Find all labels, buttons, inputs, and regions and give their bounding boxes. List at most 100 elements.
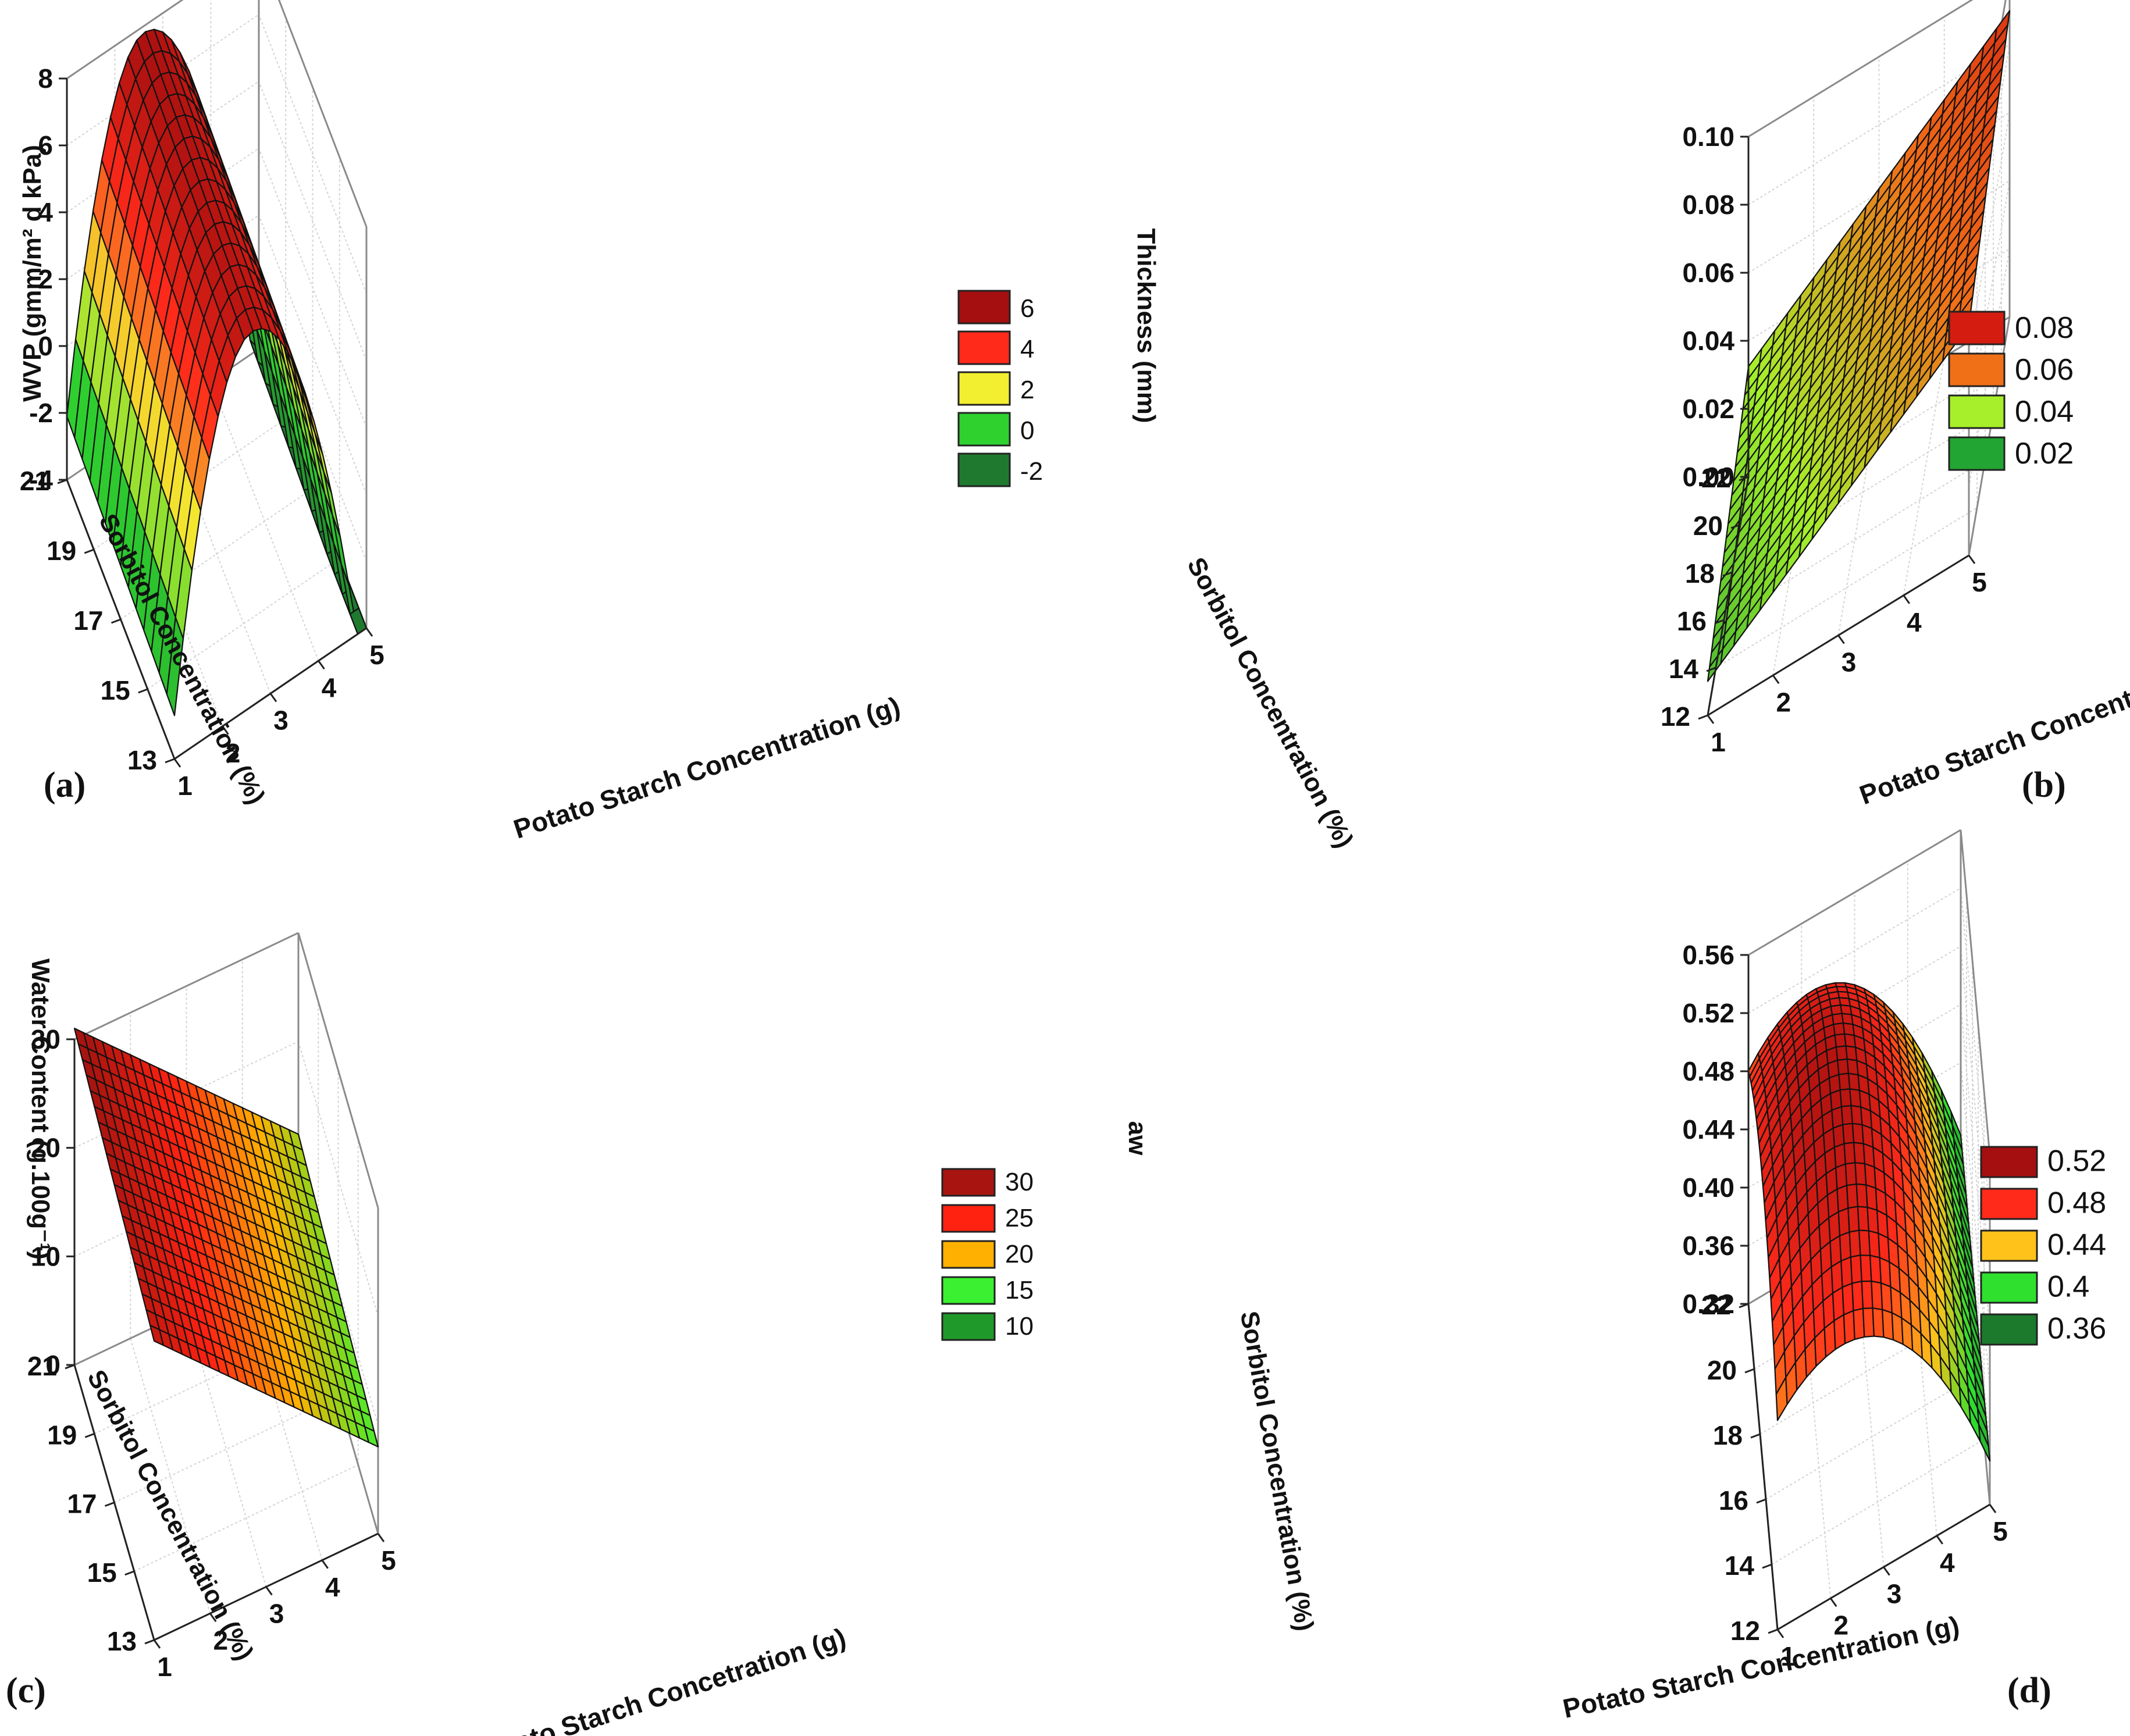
chart-c-legend: 30 25 20 15 10 <box>941 1168 1034 1341</box>
chart-c-x-axis: 1 2 3 4 5 Potato Starch Concetration (g) <box>153 1532 849 1736</box>
chart-b-y-tick-mark <box>1698 714 1708 720</box>
chart-a-y-tick-label: 17 <box>73 605 103 636</box>
chart-c-y-tick-label: 17 <box>67 1489 97 1519</box>
chart-c-legend-swatch <box>941 1240 996 1269</box>
chart-c-y-tick-label: 13 <box>107 1626 137 1656</box>
chart-d-x-tick-mark <box>1830 1598 1837 1607</box>
chart-a-legend-label: 0 <box>1020 416 1034 445</box>
chart-b-z-axis: 0.00 0.02 0.04 0.06 0.08 0.10 Thickness (mm) <box>1132 122 1750 492</box>
chart-b-y-tick-mark <box>1730 523 1741 529</box>
chart-a-legend-swatch <box>957 371 1011 406</box>
chart-d-z-tick-label: 0.48 <box>1682 1056 1734 1086</box>
chart-d-legend-label: 0.36 <box>2047 1312 2106 1346</box>
chart-d-legend-swatch <box>1980 1271 2038 1304</box>
chart-b-z-tick-label: 0.08 <box>1682 190 1734 220</box>
chart-d-x-tick-mark <box>1936 1535 1943 1545</box>
chart-d-svg: 0.320.360.400.440.480.520.56aw12345Potat… <box>1123 829 2106 1724</box>
chart-d-y-tick-mark <box>1756 1498 1766 1504</box>
chart-b-y-tick-label: 18 <box>1685 558 1715 589</box>
chart-d-z-tick-label: 0.44 <box>1682 1114 1734 1145</box>
chart-a-y-tick-label: 13 <box>127 745 157 775</box>
chart-d-y-tick-mark <box>1762 1563 1772 1569</box>
chart-b-x-tick-label: 2 <box>1776 687 1791 717</box>
chart-c-legend-label: 15 <box>1005 1276 1034 1304</box>
chart-d-y-tick-label: 16 <box>1719 1485 1748 1516</box>
chart-b-y-tick-label: 16 <box>1677 606 1707 636</box>
chart-a-x-axis-title: Potato Starch Concentration (g) <box>510 691 903 844</box>
chart-a-z-tick-label: 8 <box>38 63 53 94</box>
chart-c-surface <box>73 1028 379 1448</box>
chart-a-y-tick-mark <box>57 479 67 484</box>
chart-d-surface <box>1747 982 1991 1462</box>
chart-b-legend-label: 0.02 <box>2015 437 2074 470</box>
chart-c-z-tick-label: 0 <box>45 1350 60 1380</box>
chart-c-y-tick-mark <box>104 1502 115 1507</box>
chart-b-x-tick-label: 1 <box>1711 727 1726 757</box>
chart-c-legend-label: 20 <box>1005 1240 1034 1268</box>
chart-a-x-tick-mark <box>269 693 277 703</box>
chart-d-x-tick-label: 5 <box>1993 1516 2008 1546</box>
chart-b-y-axis: 12 14 16 18 20 22 Sorbitol Concentration (%) <box>1181 463 1750 853</box>
chart-b-y-tick-label: 12 <box>1661 701 1690 732</box>
chart-a-svg: -4 -2 0 2 4 6 8 WVP (gmm/m² d kPa) 1 2 3 4 5 Potato S… <box>18 0 1043 844</box>
chart-panel-c: 0 10 20 30 Water Content (g.100g⁻¹) 1 2 3 4 5 Pota… <box>0 868 1065 1736</box>
chart-d-x-axis-title: Potato Starch Concentration (g) <box>1560 1610 1962 1724</box>
chart-a-legend-label: 4 <box>1020 335 1034 363</box>
chart-c-legend-label: 10 <box>1005 1312 1034 1341</box>
chart-b-y-tick-mark <box>1722 571 1733 577</box>
chart-d-z-tick-label: 0.40 <box>1682 1172 1734 1203</box>
chart-c-z-tick-label: 20 <box>31 1133 60 1163</box>
chart-a-x-tick-label: 4 <box>322 672 337 703</box>
chart-a-y-tick-mark <box>165 758 175 764</box>
chart-a-z-tick-label: 0 <box>38 331 53 361</box>
chart-a-z-axis-title: WVP (gmm/m² d kPa) <box>18 145 47 402</box>
chart-a-y-tick-label: 19 <box>47 536 76 566</box>
chart-d-y-tick-label: 22 <box>1701 1290 1731 1320</box>
chart-b-legend-swatch <box>1948 311 2006 345</box>
chart-c-x-tick-label: 3 <box>269 1599 284 1629</box>
chart-b-y-tick-mark <box>1714 619 1725 625</box>
chart-a-x-tick-label: 5 <box>369 640 384 670</box>
chart-b-legend-label: 0.08 <box>2015 311 2074 345</box>
chart-d-legend-label: 0.52 <box>2047 1145 2106 1178</box>
chart-b-y-tick-mark <box>1739 476 1749 482</box>
chart-c-x-tick-mark <box>377 1533 385 1542</box>
chart-c-y-axis-title: Sorbitol Concentration (%) <box>81 1366 259 1665</box>
chart-c-x-tick-label: 5 <box>381 1545 396 1575</box>
chart-d-legend: 0.52 0.48 0.44 0.4 0.36 <box>1980 1145 2106 1346</box>
chart-d-y-tick-label: 20 <box>1707 1355 1737 1385</box>
chart-b-legend-swatch <box>1948 394 2006 429</box>
chart-panel-b: 0.00 0.02 0.04 0.06 0.08 0.10 Thickness (mm) 1 2… <box>1065 0 2130 868</box>
chart-a-z-tick-label: 2 <box>38 264 53 294</box>
chart-b-z-tick-label: 0.06 <box>1682 258 1734 288</box>
chart-b-z-axis-title: Thickness (mm) <box>1132 229 1160 423</box>
chart-b-x-tick-mark <box>1772 675 1780 685</box>
chart-b-z-tick-label: 0.10 <box>1682 122 1734 152</box>
chart-a-legend-swatch <box>957 290 1011 325</box>
panel-label-b: (b) <box>2022 765 2066 805</box>
chart-a-x-tick-label: 2 <box>226 738 241 768</box>
chart-b-legend-swatch <box>1948 436 2006 471</box>
chart-b-x-tick-mark <box>1903 594 1910 604</box>
chart-d-y-tick-label: 14 <box>1725 1550 1755 1581</box>
chart-b-legend-swatch <box>1948 352 2006 387</box>
chart-b-surface <box>1707 10 2011 682</box>
panel-label-a: (a) <box>44 765 86 805</box>
chart-a-surface <box>66 28 368 716</box>
chart-a-legend: 6 4 2 0 -2 <box>957 290 1043 487</box>
chart-a-z-tick-label: 4 <box>38 197 53 227</box>
chart-d-y-tick-mark <box>1744 1368 1755 1374</box>
chart-a-x-tick-mark <box>173 758 181 768</box>
chart-d-z-axis-title: aw <box>1123 1121 1152 1156</box>
chart-d-surface-cell <box>1978 1424 1991 1462</box>
chart-c-z-tick-label: 10 <box>31 1241 60 1271</box>
chart-b-legend: 0.08 0.06 0.04 0.02 <box>1948 311 2074 471</box>
chart-a-x-tick-label: 3 <box>273 705 288 736</box>
chart-a-y-tick-mark <box>84 548 94 554</box>
chart-d-z-tick-label: 0.36 <box>1682 1231 1734 1261</box>
chart-c-legend-label: 30 <box>1005 1168 1034 1196</box>
chart-a-legend-label: 6 <box>1020 294 1034 323</box>
chart-b-y-tick-label: 22 <box>1701 463 1731 493</box>
chart-b-x-tick-mark <box>1968 555 1976 564</box>
